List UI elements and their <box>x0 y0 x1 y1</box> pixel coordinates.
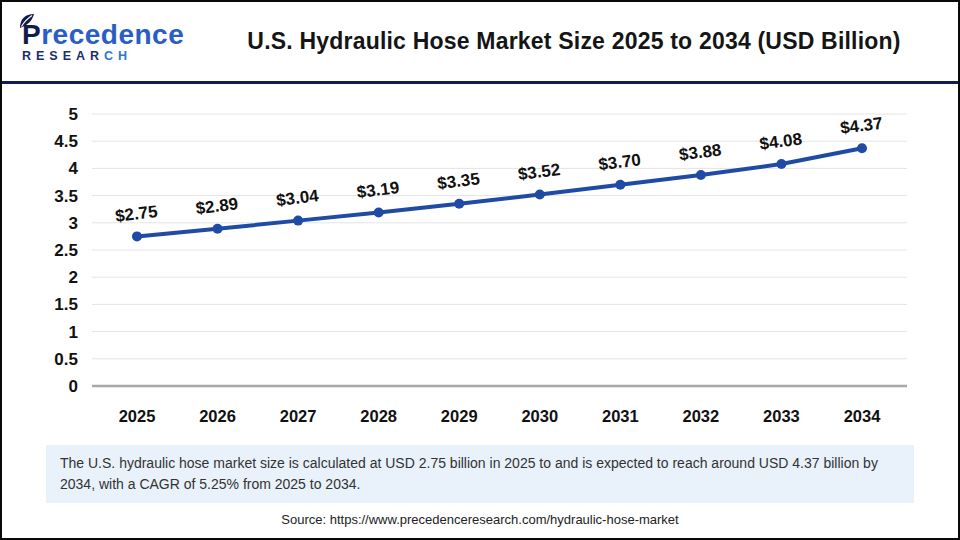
y-tick-label: 5 <box>69 105 78 124</box>
data-point <box>213 224 223 234</box>
data-point <box>132 231 142 241</box>
x-tick-label: 2032 <box>683 407 720 425</box>
source-line: Source: https://www.precedenceresearch.c… <box>2 512 958 527</box>
x-tick-label: 2031 <box>602 407 639 425</box>
header: Precedence RESEARCH U.S. Hydraulic Hose … <box>2 2 958 84</box>
x-tick-label: 2033 <box>763 407 800 425</box>
logo-research-dark: RESEAR <box>22 49 104 63</box>
data-point <box>454 199 464 209</box>
data-point-label: $4.37 <box>839 114 884 138</box>
logo-letters-rest: recedence <box>41 19 184 50</box>
data-point-label: $3.88 <box>678 140 723 164</box>
summary-note: The U.S. hydraulic hose market size is c… <box>46 445 914 503</box>
data-point-label: $4.08 <box>759 130 804 154</box>
x-tick-label: 2027 <box>280 407 317 425</box>
y-tick-label: 1.5 <box>54 295 78 314</box>
x-tick-label: 2029 <box>441 407 478 425</box>
y-tick-label: 0.5 <box>54 350 78 369</box>
y-tick-label: 3.5 <box>54 187 78 206</box>
data-point-label: $3.52 <box>517 160 562 184</box>
x-tick-label: 2026 <box>199 407 236 425</box>
data-point <box>535 190 545 200</box>
data-point-label: $3.35 <box>436 169 481 193</box>
x-tick-label: 2034 <box>844 407 882 425</box>
leaf-icon <box>19 13 35 29</box>
logo-research-line: RESEARCH <box>22 50 222 63</box>
data-point-label: $3.19 <box>356 178 401 202</box>
data-point <box>374 207 384 217</box>
data-point-label: $3.70 <box>597 150 642 174</box>
line-chart: 00.511.522.533.544.55$2.752025$2.892026$… <box>2 84 960 436</box>
x-tick-label: 2025 <box>119 407 156 425</box>
data-point-label: $3.04 <box>275 186 320 210</box>
y-tick-label: 3 <box>69 214 78 233</box>
chart-card: Precedence RESEARCH U.S. Hydraulic Hose … <box>0 0 960 540</box>
y-tick-label: 1 <box>69 323 78 342</box>
data-point <box>696 170 706 180</box>
data-point <box>293 216 303 226</box>
data-point <box>857 143 867 153</box>
precedence-research-logo: Precedence RESEARCH <box>22 20 222 64</box>
logo-wordmark: Precedence <box>22 20 222 49</box>
data-point-label: $2.89 <box>195 194 240 218</box>
logo-research-light: CH <box>104 49 132 63</box>
y-tick-label: 4.5 <box>54 132 78 151</box>
y-tick-label: 4 <box>69 159 79 178</box>
x-tick-label: 2030 <box>521 407 558 425</box>
data-point <box>776 159 786 169</box>
line-chart-svg: 00.511.522.533.544.55$2.752025$2.892026$… <box>2 84 960 436</box>
y-tick-label: 2.5 <box>54 241 78 260</box>
y-tick-label: 2 <box>69 268 78 287</box>
data-point <box>615 180 625 190</box>
y-tick-label: 0 <box>69 377 78 396</box>
x-tick-label: 2028 <box>360 407 397 425</box>
page-title: U.S. Hydraulic Hose Market Size 2025 to … <box>222 28 936 55</box>
